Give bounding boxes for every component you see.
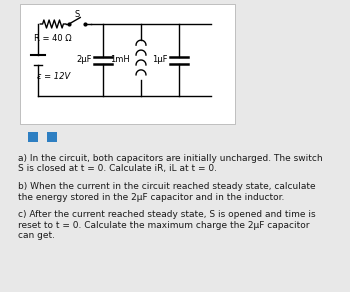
Text: b) When the current in the circuit reached steady state, calculate: b) When the current in the circuit reach… xyxy=(18,182,316,191)
Text: 1μF: 1μF xyxy=(153,55,168,65)
Text: S: S xyxy=(74,10,80,19)
Bar xyxy=(47,132,57,142)
Text: the energy stored in the 2μF capacitor and in the inductor.: the energy stored in the 2μF capacitor a… xyxy=(18,192,284,201)
Text: reset to t = 0. Calculate the maximum charge the 2μF capacitor: reset to t = 0. Calculate the maximum ch… xyxy=(18,220,309,230)
Bar xyxy=(28,132,38,142)
Text: 2μF: 2μF xyxy=(77,55,92,65)
Text: a) In the circuit, both capacitors are initially uncharged. The switch: a) In the circuit, both capacitors are i… xyxy=(18,154,323,163)
Text: R = 40 Ω: R = 40 Ω xyxy=(34,34,72,43)
Text: ε = 12V: ε = 12V xyxy=(37,72,70,81)
Text: S is closed at t = 0. Calculate iR, iL at t = 0.: S is closed at t = 0. Calculate iR, iL a… xyxy=(18,164,217,173)
Text: can get.: can get. xyxy=(18,231,55,240)
Text: 1mH: 1mH xyxy=(110,55,130,65)
Text: c) After the current reached steady state, S is opened and time is: c) After the current reached steady stat… xyxy=(18,210,316,219)
Bar xyxy=(20,4,235,124)
